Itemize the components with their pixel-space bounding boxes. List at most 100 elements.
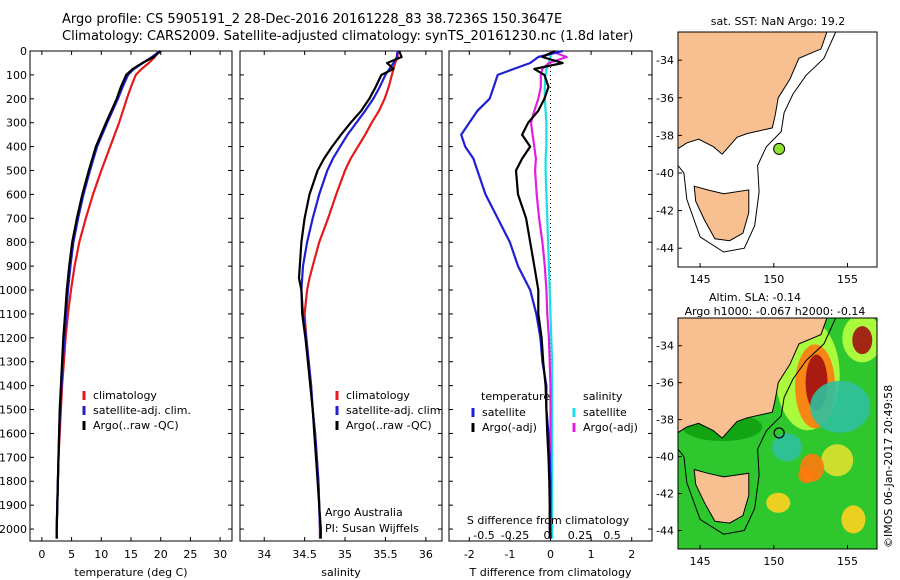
legend-label: satellite-adj. clim. [93,404,191,417]
sla-map-title-line1: Altim. SLA: -0.14 [709,291,801,304]
y-tick-label: 1900 [0,499,27,512]
x-tick-label: -1 [504,548,515,561]
y-tick-label: 1200 [0,332,27,345]
lon-tick-label: 150 [763,273,784,286]
mainland-australia [678,318,828,439]
lat-tick-label: -42 [656,488,674,501]
x-tick-label: 25 [183,548,197,561]
tasmania [693,185,750,242]
y-tick-label: 1000 [0,284,27,297]
y-tick-label: 1100 [0,308,27,321]
x-tick-label: 35 [338,548,352,561]
x-tick-label: -2 [464,548,475,561]
y-tick-label: 200 [6,93,27,106]
lat-tick-label: -40 [656,451,674,464]
x-tick-label: 0 [547,548,554,561]
y-tick-label: 2000 [0,523,27,536]
lat-tick-label: -44 [656,242,674,255]
argo-profile-line [55,50,162,539]
lat-tick-label: -34 [656,54,674,67]
x-tick-label: 15 [124,548,138,561]
sla-anomaly-patch [798,467,815,484]
sla-anomaly-patch [852,326,873,355]
y-tick-label: 0 [20,45,27,58]
lon-tick-label: 155 [837,273,858,286]
lon-tick-label: 145 [690,555,711,568]
legend-label: climatology [346,389,410,402]
y-tick-label: 1800 [0,475,27,488]
lat-tick-label: -36 [656,377,674,390]
x-tick-label: 1 [588,548,595,561]
y-tick-label: 1500 [0,404,27,417]
x-tick-label: 30 [213,548,227,561]
legend-label: satellite [482,406,526,419]
x-tick-label: 5 [68,548,75,561]
shelf-contour [678,318,837,535]
x-tick-label: 10 [94,548,108,561]
sla-anomaly-patch [810,380,871,433]
legend-label: Argo(-adj) [583,421,638,434]
x-axis-label: temperature (deg C) [74,566,187,579]
x-tick-label: 0 [38,548,45,561]
y-tick-label: 100 [6,69,27,82]
lat-tick-label: -36 [656,92,674,105]
y-tick-label: 600 [6,188,27,201]
sla-anomaly-patch [766,492,791,513]
legend-title-temperature: temperature [481,390,550,403]
salinity-tick-label: -0.5 [473,529,494,542]
sst-map-title: sat. SST: NaN Argo: 19.2 [711,15,845,28]
sla-map-title-line2: Argo h1000: -0.067 h2000: -0.14 [685,305,866,318]
map-2 [677,317,878,550]
y-tick-label: 1400 [0,380,27,393]
x-tick-label: 35.5 [373,548,398,561]
lat-tick-label: -34 [656,340,674,353]
figure-title-line1: Argo profile: CS 5905191_2 28-Dec-2016 2… [62,12,563,27]
mainland-australia [678,32,828,155]
sla-anomaly-patch [821,444,854,477]
temperature-argo-diff-line [514,50,564,539]
lat-tick-label: -44 [656,525,674,538]
salinity-tick-label: 0.25 [568,529,593,542]
profile-panel-1-frame [29,50,233,542]
y-tick-label: 900 [6,260,27,273]
x-tick-label: 36 [419,548,433,561]
y-tick-label: 800 [6,236,27,249]
salinity-argo-diff-line [529,49,568,539]
x-tick-label: 34 [257,548,271,561]
legend-label: Argo(..raw -QC) [93,419,179,432]
y-tick-label: 400 [6,141,27,154]
map-frame [677,317,878,550]
lon-tick-label: 150 [763,555,784,568]
lat-tick-label: -40 [656,167,674,180]
legend-label: Argo(-adj) [482,421,537,434]
temperature-satellite-diff-line [460,49,563,539]
figure-title-line2: Climatology: CARS2009. Satellite-adjuste… [62,29,634,44]
salinity-axis-label: S difference from climatology [467,514,630,527]
legend-label: satellite-adj. clim. [346,404,444,417]
map-1 [677,31,878,268]
shelf-contour [678,32,837,253]
annotation-institution: Argo Australia [325,506,403,519]
y-tick-label: 1700 [0,451,27,464]
sla-anomaly-patch [841,505,866,534]
tasmania [693,468,750,524]
salinity-tick-label: -0.25 [501,529,529,542]
y-tick-label: 500 [6,165,27,178]
map-frame [677,31,878,268]
x-axis-label: salinity [321,566,361,579]
y-tick-label: 1300 [0,356,27,369]
lon-tick-label: 155 [837,555,858,568]
salinity-tick-label: 0.5 [603,529,621,542]
argo-location-marker [773,427,785,439]
salinity-satellite-diff-line [543,51,554,539]
x-axis-label: T difference from climatology [469,566,632,579]
sla-anomaly-patch [772,433,803,462]
argo-profile-line [297,50,403,539]
profile-panel-2-frame [239,50,443,542]
lon-tick-label: 145 [690,273,711,286]
credit-text: ©IMOS 06-Jan-2017 20:49:58 [882,384,895,548]
lat-tick-label: -38 [656,414,674,427]
salinity-tick-label: 0 [544,529,551,542]
argo-location-marker [773,142,786,155]
